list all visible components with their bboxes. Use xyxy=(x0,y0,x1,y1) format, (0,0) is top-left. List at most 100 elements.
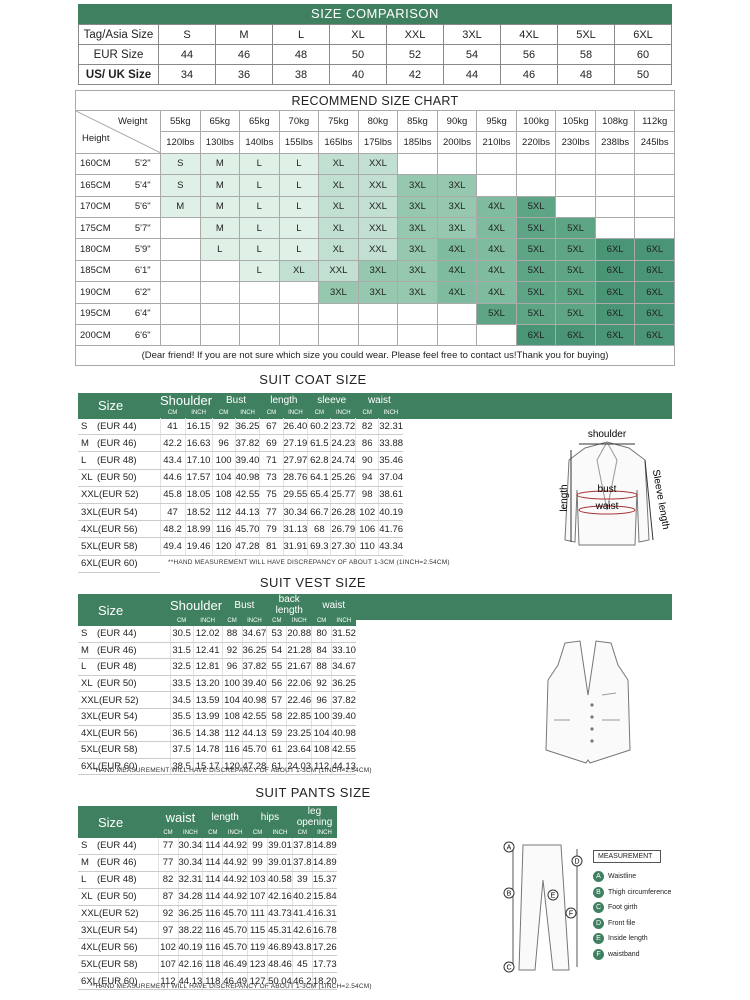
eur: (EUR 52) xyxy=(98,489,139,501)
unit: CM xyxy=(160,408,186,418)
size-cell: XXL(EUR 52) xyxy=(78,905,158,923)
size-cell: M xyxy=(199,152,241,176)
column-header: waist xyxy=(355,393,404,408)
value: 88 xyxy=(311,658,332,676)
value: 108 xyxy=(221,708,243,726)
header-row: Size Shoulder Bust back length waist xyxy=(78,594,356,626)
weight-kg: 55kg xyxy=(160,109,201,133)
value: 26.40 xyxy=(282,418,308,436)
cell: S xyxy=(158,24,216,45)
height-cm: 195CM xyxy=(75,302,126,325)
label: shoulder xyxy=(588,429,627,440)
value: 35.46 xyxy=(378,451,404,470)
value: 27.30 xyxy=(330,537,356,556)
pants-table: Size waist length hips leg opening CM INCH CM IN… xyxy=(78,806,337,991)
value: 38.5 xyxy=(169,758,194,776)
value: 116 xyxy=(202,905,223,923)
value: 102 xyxy=(355,503,379,522)
unit: INCH xyxy=(178,828,203,838)
size-cell: 6XL(EUR 60) xyxy=(78,972,158,991)
empty-cell xyxy=(436,152,478,176)
size-cell: 4XL xyxy=(436,238,478,261)
size-cell: XXL(EUR 52) xyxy=(78,691,170,709)
size: 4XL xyxy=(81,941,98,953)
size-cell: XL xyxy=(318,174,359,197)
note: (Dear friend! If you are not sure which … xyxy=(75,345,675,367)
size-comparison: SIZE COMPARISON Tag/Asia Size S M L XL XXL 3XL 4… xyxy=(78,4,672,85)
size-cell: L xyxy=(239,216,280,240)
marker-letter: F xyxy=(569,911,573,918)
size-cell: 3XL(EUR 54) xyxy=(78,503,160,522)
row: XXL(EUR 52) 92 36.25 116 45.70 111 43.73 41.4 16… xyxy=(78,905,337,923)
value: 41 xyxy=(159,418,186,436)
size: 5XL xyxy=(81,958,98,970)
row: 180CM 5'9" L L L XL XXL 3XL 4XL 4XL 5XL 5XL 6XL 6XL xyxy=(75,238,675,261)
empty-cell xyxy=(397,302,438,325)
row: L (EUR 48) 43.4 17.10 100 39.40 71 27.97 62.8 24.… xyxy=(78,451,404,470)
value: 107 xyxy=(157,955,178,974)
value: 103 xyxy=(247,871,268,889)
value: 17.57 xyxy=(184,469,213,487)
size-cell: XL xyxy=(318,216,359,240)
weight-kg: 75kg xyxy=(318,109,359,133)
size-cell: S (EUR 44) xyxy=(78,838,158,855)
column-header: waist xyxy=(311,594,356,616)
value: 18.52 xyxy=(184,503,213,522)
weight-lbs: 220lbs xyxy=(515,131,557,154)
size-cell: L xyxy=(239,152,280,176)
height-ft: 6'2" xyxy=(125,281,161,304)
empty-cell xyxy=(318,302,359,325)
value: 69.3 xyxy=(307,537,331,556)
section-title: SUIT COAT SIZE xyxy=(259,372,367,387)
size-cell: S (EUR 44) xyxy=(78,418,160,436)
size-cell: XXL xyxy=(357,195,399,218)
size-header: Size xyxy=(78,393,160,418)
value: 40.98 xyxy=(234,469,260,487)
legend-text: Foot girth xyxy=(608,904,638,912)
row: 200CM 6'6" 6XL 6XL 6XL 6XL xyxy=(75,323,675,347)
waist-line xyxy=(578,505,636,515)
size-cell: 4XL xyxy=(476,238,517,261)
diagonal xyxy=(76,111,161,153)
weight-lbs: 230lbs xyxy=(555,131,596,154)
size-cell: XXL xyxy=(357,152,399,176)
weight-lbs: 165lbs xyxy=(318,131,359,154)
marker xyxy=(565,907,577,919)
legend-item: E Inside length xyxy=(593,931,703,947)
value: 13.59 xyxy=(192,691,223,709)
value: 48.2 xyxy=(159,520,186,539)
row: S (EUR 44) 77 30.34 114 44.92 99 39.01 37.8 14.89 xyxy=(78,838,337,855)
size: XL xyxy=(81,678,93,690)
row: XL (EUR 50) 44.6 17.57 104 40.98 73 28.76 64.1 25… xyxy=(78,469,404,487)
value: 86 xyxy=(355,434,379,453)
cell: 50 xyxy=(614,64,672,85)
vest-table: Size Shoulder Bust back length waist CM INCH CM… xyxy=(78,594,356,776)
legend-letter: A xyxy=(593,871,604,883)
size-cell: L xyxy=(239,238,280,261)
value: 99 xyxy=(247,854,268,872)
size-cell: XL (EUR 50) xyxy=(78,675,170,693)
value: 45.31 xyxy=(267,921,293,940)
empty-cell xyxy=(357,302,399,325)
size-cell: 4XL xyxy=(436,259,478,283)
eur: (EUR 54) xyxy=(97,711,138,723)
header: Size Shoulder Bust length sleeve waist CM INCH C… xyxy=(78,393,404,418)
value: 123 xyxy=(247,955,268,974)
row: 5XL(EUR 58) 37.5 14.78 116 45.70 61 23.64 108 42… xyxy=(78,741,356,759)
value: 40.19 xyxy=(177,938,203,957)
value: 102 xyxy=(157,938,178,957)
weight-kg: 80kg xyxy=(357,109,399,133)
unit: INCH xyxy=(242,616,267,626)
value: 18.20 xyxy=(311,972,337,991)
value: 45.70 xyxy=(222,921,248,940)
marker-letter: D xyxy=(574,859,579,866)
size: 6XL xyxy=(81,558,98,570)
value: 22.46 xyxy=(286,691,312,709)
marker-letter: B xyxy=(507,891,512,898)
value: 127 xyxy=(247,972,268,991)
value: 118 xyxy=(202,955,223,974)
value: 81 xyxy=(259,537,284,556)
height-cm: 170CM xyxy=(75,195,126,218)
value: 16.78 xyxy=(311,921,337,940)
empty-cell xyxy=(239,302,280,325)
